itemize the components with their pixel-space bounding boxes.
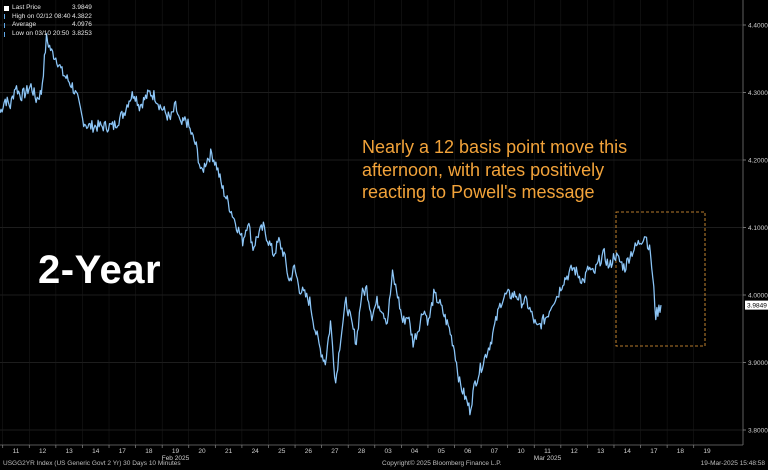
x-tick-label: 17: [650, 448, 658, 455]
legend-swatch: [4, 31, 9, 37]
chart-legend: Last Price 3.9849 High on 02/12 08:40 4.382…: [4, 4, 92, 38]
legend-label: High on 02/12 08:40: [12, 12, 71, 20]
annotation-line: Nearly a 12 basis point move this: [362, 137, 628, 157]
legend-value: 3.9849: [72, 4, 92, 11]
legend-label: Low on 03/10 20:50: [12, 29, 70, 37]
legend-swatch: [4, 5, 9, 11]
legend-row: High on 02/12 08:40 4.3822: [4, 13, 92, 22]
x-tick-label: 11: [544, 448, 551, 455]
x-month-label: Mar 2025: [534, 455, 562, 462]
x-tick-label: 10: [517, 448, 525, 455]
legend-row: Average 4.0976: [4, 21, 92, 30]
x-tick-label: 24: [252, 448, 260, 455]
x-tick-label: 13: [597, 448, 605, 455]
footer-timestamp: 19-Mar-2025 15:48:58: [700, 460, 765, 467]
annotation-line: afternoon, with rates positively: [362, 159, 605, 180]
x-tick-label: 28: [358, 448, 366, 455]
annotation-text: Nearly a 12 basis point move this aftern…: [362, 136, 702, 204]
x-tick-label: 20: [198, 448, 206, 455]
last-value-label: 3.9849: [747, 302, 767, 309]
x-tick-label: 11: [13, 448, 20, 455]
y-tick-label: 4.1000: [748, 225, 768, 232]
y-tick-label: 4.0000: [748, 292, 768, 299]
y-tick-label: 3.9000: [748, 360, 768, 367]
x-tick-label: 17: [119, 448, 127, 455]
series-2yr-yield: [0, 33, 662, 416]
x-tick-label: 25: [278, 448, 286, 455]
x-tick-label: 19: [172, 448, 180, 455]
x-tick-label: 04: [411, 448, 419, 455]
x-tick-label: 07: [491, 448, 499, 455]
x-tick-label: 03: [384, 448, 392, 455]
legend-row: Low on 03/10 20:50 3.8253: [4, 30, 92, 39]
last-value-box: [745, 300, 768, 310]
legend-value: 4.0976: [72, 21, 92, 29]
x-tick-label: 27: [331, 448, 339, 455]
legend-swatch: [4, 14, 9, 20]
x-tick-label: 06: [464, 448, 472, 455]
x-tick-label: 21: [225, 448, 233, 455]
y-tick-label: 4.3000: [748, 90, 768, 97]
footer-copyright: Copyright© 2025 Bloomberg Finance L.P.: [382, 460, 502, 467]
annotation-line: reacting to Powell's message: [362, 182, 595, 202]
x-tick-label: 12: [570, 448, 578, 455]
last-value-marker: 3.9849: [745, 300, 768, 310]
y-tick-label: 4.2000: [748, 157, 768, 164]
footer-ticker: USGG2YR Index (US Generic Govt 2 Yr) 30 …: [3, 460, 181, 467]
y-tick-label: 4.4000: [748, 22, 768, 29]
legend-swatch: [4, 22, 9, 28]
grid-lines: [0, 0, 743, 445]
y-axis-ticks: 3.8000 3.9000 4.0000 4.1000 4.2000 4.3000 4.40…: [743, 22, 768, 434]
legend-label: Last Price: [12, 4, 41, 11]
x-tick-label: 13: [66, 448, 74, 455]
x-axis-ticks: 11 12 13 14 17 18 19 20 21 24 25 26 27 28 03 04 05 06 07 10…: [2, 445, 711, 462]
x-month-label: Feb 2025: [162, 455, 190, 462]
x-tick-label: 26: [305, 448, 313, 455]
highlight-box: [615, 211, 706, 347]
series-line-highlight: [0, 33, 662, 415]
x-tick-label: 18: [677, 448, 685, 455]
legend-row: Last Price 3.9849: [4, 4, 92, 13]
x-tick-label: 19: [703, 448, 711, 455]
legend-value: 3.8253: [72, 29, 92, 37]
x-tick-label: 14: [624, 448, 632, 455]
series-big-label: 2-Year: [38, 248, 162, 292]
x-tick-label: 05: [438, 448, 446, 455]
y-tick-label: 3.8000: [748, 427, 768, 434]
x-tick-label: 18: [145, 448, 153, 455]
legend-value: 4.3822: [72, 12, 92, 20]
legend-label: Average: [12, 21, 37, 29]
x-tick-label: 14: [92, 448, 100, 455]
x-tick-label: 12: [39, 448, 47, 455]
